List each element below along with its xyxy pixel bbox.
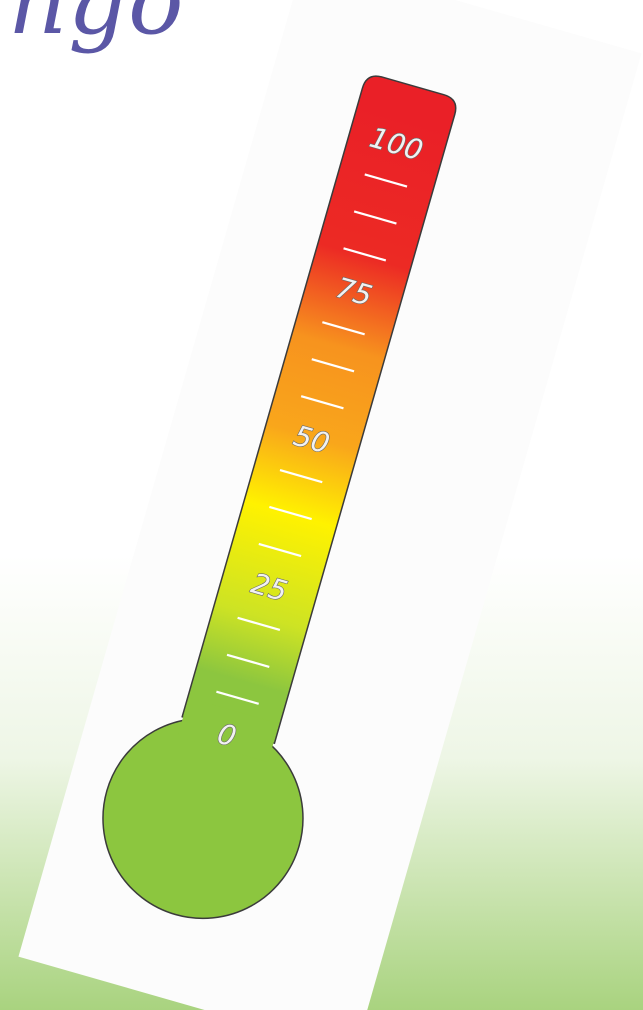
minor-tick xyxy=(364,173,408,188)
page-title-fragment: ngo xyxy=(8,0,185,55)
minor-tick xyxy=(322,321,365,336)
minor-tick xyxy=(226,653,270,668)
minor-tick xyxy=(300,395,344,410)
minor-tick xyxy=(279,468,323,484)
minor-tick xyxy=(237,616,281,632)
minor-tick xyxy=(258,542,302,558)
minor-tick xyxy=(311,358,355,373)
minor-tick xyxy=(269,505,312,521)
minor-tick xyxy=(216,690,260,705)
minor-tick xyxy=(343,247,387,262)
minor-tick xyxy=(353,210,397,225)
thermometer-tube xyxy=(181,75,457,745)
